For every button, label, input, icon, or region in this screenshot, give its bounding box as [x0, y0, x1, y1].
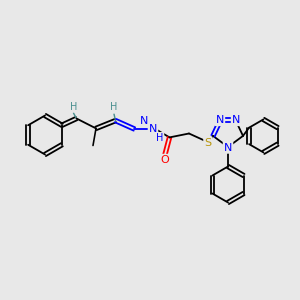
Text: H: H	[70, 101, 77, 112]
Text: N: N	[232, 115, 240, 125]
Text: N: N	[140, 116, 148, 126]
Text: N: N	[149, 124, 157, 134]
Text: H: H	[70, 101, 77, 112]
Text: N: N	[232, 115, 240, 125]
Text: H: H	[110, 102, 118, 112]
Text: H: H	[110, 102, 118, 112]
Text: O: O	[160, 155, 169, 165]
Text: N: N	[140, 116, 148, 126]
Text: N: N	[216, 115, 224, 125]
Text: S: S	[204, 137, 211, 148]
Text: N: N	[216, 115, 224, 125]
Text: S: S	[204, 137, 211, 148]
Text: N: N	[224, 142, 232, 153]
Text: N: N	[149, 124, 157, 134]
Text: N: N	[224, 142, 232, 153]
Text: H: H	[156, 133, 163, 143]
Text: O: O	[160, 155, 169, 165]
Text: H: H	[156, 133, 163, 143]
